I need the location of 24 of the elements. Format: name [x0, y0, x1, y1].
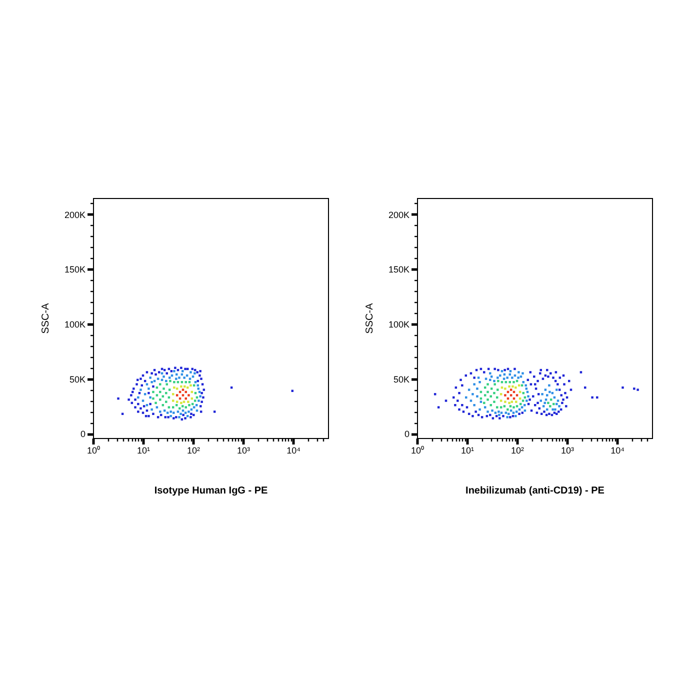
x-tick-label: 10⁰: [86, 446, 100, 456]
y-tick-label: 100K: [64, 320, 86, 330]
x-tick-label: 10⁴: [610, 446, 625, 456]
x-axis-title: Inebilizumab (anti-CD19) - PE: [466, 486, 605, 496]
x-tick-label: 10²: [511, 446, 524, 456]
x-tick-label: 10³: [237, 446, 250, 456]
x-tick-label: 10³: [561, 446, 574, 456]
y-tick-label: 150K: [64, 264, 86, 275]
x-tick-label: 10⁴: [286, 446, 301, 456]
y-tick-label: 0: [80, 429, 86, 440]
y-tick-label: 200K: [388, 210, 410, 220]
x-axis-title: Isotype Human IgG - PE: [154, 486, 268, 496]
x-tick-label: 10²: [187, 446, 200, 456]
y-tick-label: 0: [404, 429, 410, 440]
x-tick-label: 10⁰: [410, 446, 424, 456]
x-tick-label: 10¹: [461, 446, 474, 456]
y-tick-label: 50K: [69, 374, 86, 384]
y-tick-label: 200K: [64, 210, 86, 220]
y-tick-label: 100K: [388, 320, 410, 330]
y-axis-title: SSC-A: [364, 302, 376, 334]
y-tick-label: 50K: [393, 374, 410, 384]
x-tick-label: 10¹: [137, 446, 150, 456]
y-tick-label: 150K: [388, 264, 410, 275]
y-axis-title: SSC-A: [40, 302, 52, 334]
